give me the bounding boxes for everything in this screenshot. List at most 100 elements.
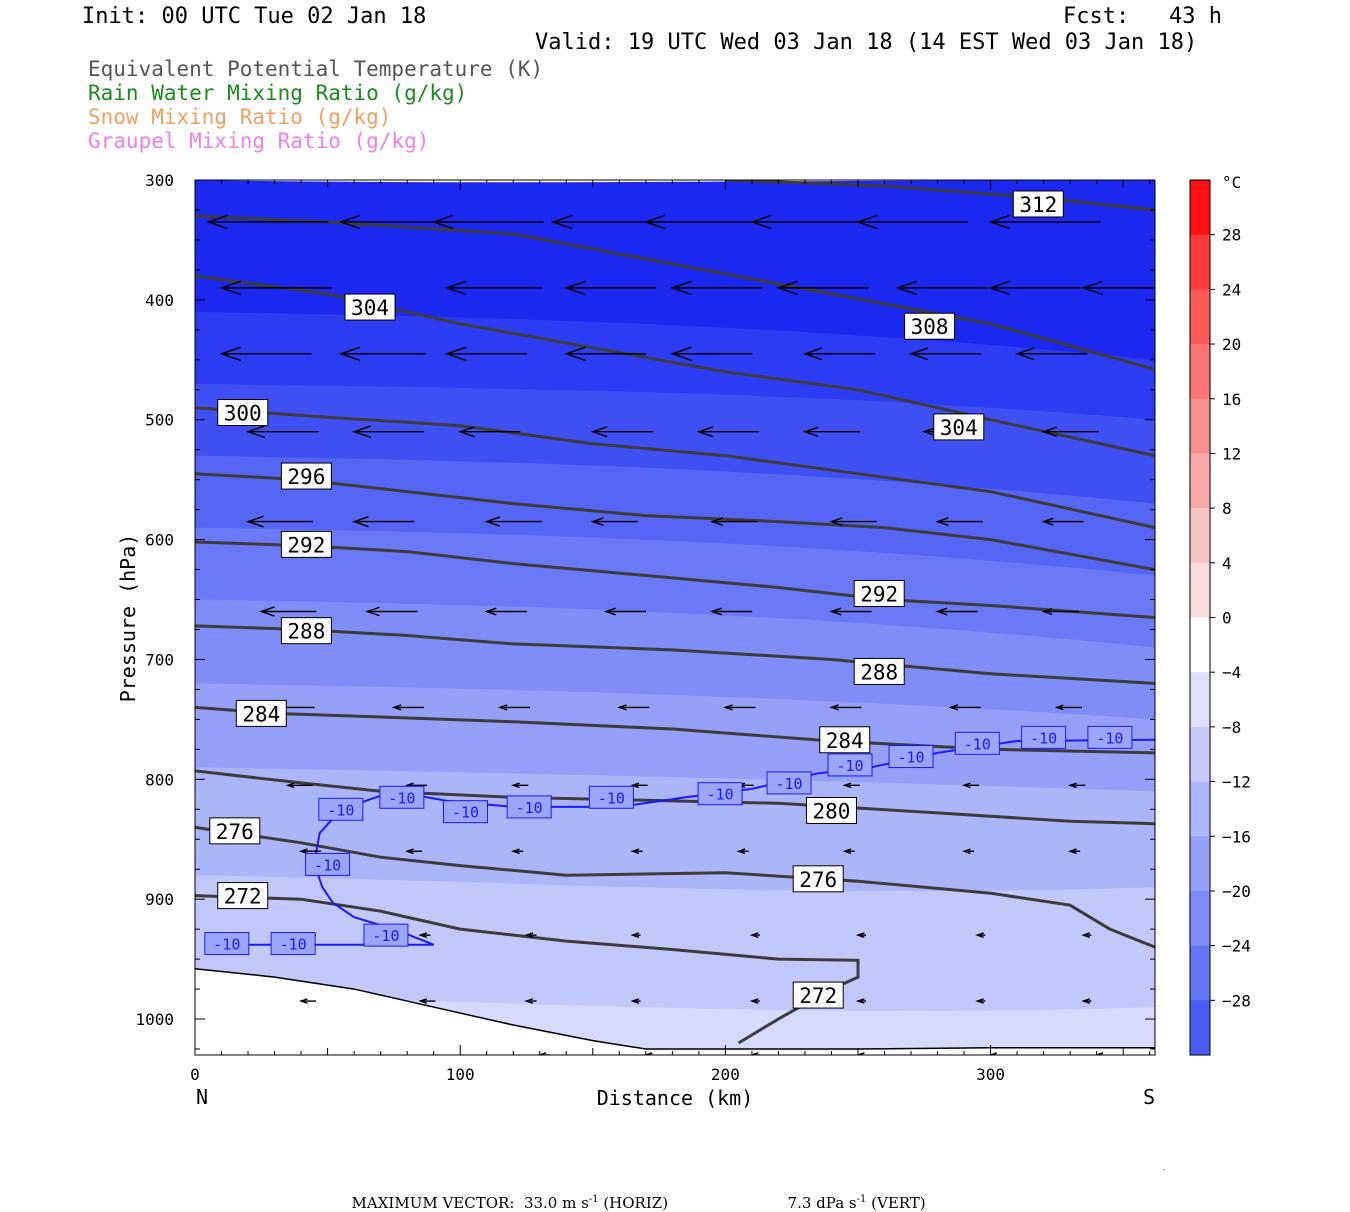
wind-vector-head [643,1052,653,1055]
forecast-hour: Fcst: 43 h [1063,4,1222,29]
colorbar-segment [1190,836,1210,892]
init-time: Init: 00 UTC Tue 02 Jan 18 [82,4,427,29]
max-vector-vert-note: 7.3 dPa s-1 (VERT) [778,1176,926,1212]
y-tick-label: 900 [145,890,174,909]
max-vector-note: MAXIMUM VECTOR: 33.0 m s-1 (HORIZ) [342,1176,669,1212]
wind-vector-head [1067,848,1077,855]
isotherm-label: -10 [1087,725,1133,749]
wind-vector-head [590,517,604,526]
wind-vector-head [298,998,308,1004]
wind-vector-head [630,932,640,938]
isotherm-label-box [204,932,250,956]
x-tick-label: 100 [446,1065,475,1084]
theta-e-label-box [1012,190,1064,218]
wind-vector-head [670,346,692,362]
colorbar-label: 8 [1222,499,1232,518]
wind-vector-head [338,346,361,362]
wind-vector-head [351,425,372,439]
theta-e-label-text: 280 [812,799,850,823]
theta-e-contour-292 [195,540,1155,619]
y-tick-label: 500 [145,411,174,430]
plot-area [195,180,1155,1055]
colorbar-label: 24 [1222,280,1241,299]
isotherm-label: -10 [588,785,634,809]
wind-vector-head [749,214,772,230]
y-tick-label: 300 [145,171,174,190]
theta-e-label: 288 [280,617,332,645]
wind-vector-head [802,347,822,361]
isotherm-label-text: -10 [516,799,543,817]
isotherm-label-box [588,785,634,809]
wind-vector-head [259,606,275,617]
colorbar-label: −12 [1222,773,1251,792]
wind-vector-head [842,848,852,855]
wind-vector-head [418,998,428,1004]
wind-vector-head [351,515,369,528]
max-vector-horiz-value: 33.0 m s [523,1194,589,1212]
isotherm-label: -10 [827,753,873,777]
theta-e-label: 288 [853,657,905,685]
isotherm-label-text: -10 [1030,729,1057,747]
wind-vector-head [524,998,534,1004]
colorbar-segment [1190,781,1210,837]
plot-frame [194,179,1156,1056]
isotherm-label-box [827,753,873,777]
theta-e-label-text: 292 [287,533,325,557]
terrain-line [195,967,1155,1050]
wind-vector-head [298,848,308,855]
colorbar-label: −4 [1222,663,1241,682]
wind-vector-head [935,607,948,616]
wind-vector-head [855,932,865,938]
wind-vector-head [908,347,929,361]
wind-vector-head [1041,517,1054,526]
isotherm-label-text: -10 [388,789,415,807]
theta-e-label: 280 [805,796,857,824]
colorbar-segment [1190,398,1210,454]
theta-e-label: 284 [819,726,871,754]
wind-vector-head [855,214,878,230]
legend-graupel: Graupel Mixing Ratio (g/kg) [88,129,430,153]
wind-vector-head [922,426,938,437]
wind-vector-head [444,280,467,296]
isotherm-label-box [363,923,409,947]
wind-vector-head [1081,998,1091,1004]
max-vector-vert-unit: (VERT) [871,1194,926,1212]
theta-e-label-text: 296 [287,465,325,489]
wind-vector-head [219,346,241,362]
isotherm-label-box [697,782,743,806]
wind-vector-head [670,280,692,296]
isotherm-label: -10 [1021,725,1067,749]
theta-e-label-text: 304 [940,416,978,440]
theta-e-label: 292 [853,580,905,608]
isotherm-label-box [1021,725,1067,749]
theta-e-label-box [235,699,287,727]
legend-rain: Rain Water Mixing Ratio (g/kg) [88,81,468,105]
theta-e-label-box [280,617,332,645]
isotherm-label-text: -10 [372,927,399,945]
theta-e-contour-276 [195,825,1155,949]
isotherm-label-box [888,745,934,769]
max-vector-horiz-unit: (HORIZ) [603,1194,669,1212]
isotherm-label-box [379,785,425,809]
colorbar-segment [1190,617,1210,673]
x-axis-title: Distance (km) [597,1086,754,1110]
theta-e-label-text: 292 [860,583,898,607]
wind-vector-head [617,704,627,711]
isotherm-label-text: -10 [314,856,341,874]
wind-vector-head [219,280,241,296]
wind-vector-head [630,848,640,855]
colorbar-segment [1190,672,1210,728]
theta-e-label-box [933,413,985,441]
wind-vector-head [285,782,295,789]
wind-vector-head [338,214,361,230]
wind-vector-head [1041,607,1053,616]
x-tick-label: 200 [711,1065,740,1084]
wind-vector-head [935,517,949,526]
isotherm-label-text: -10 [836,757,863,775]
x-tick-label: 300 [976,1065,1005,1084]
wind-vector-head [245,515,264,528]
isotherm-label: -10 [270,932,316,956]
wind-vector-head [1094,1052,1104,1055]
isotherm-label: -10 [697,782,743,806]
wind-vector-head [842,782,852,789]
